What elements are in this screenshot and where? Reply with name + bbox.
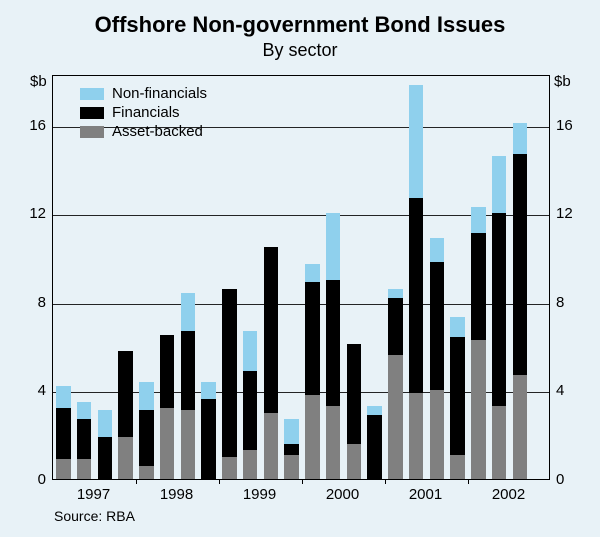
x-tick	[219, 479, 220, 484]
bar-segment-asset-backed	[430, 390, 445, 479]
bar-segment-financials	[326, 280, 341, 406]
legend-swatch	[80, 107, 104, 119]
x-year-label: 2002	[484, 486, 534, 503]
y-tick-label-right: 12	[556, 205, 573, 222]
bar-segment-financials	[430, 262, 445, 390]
bar-segment-asset-backed	[450, 455, 465, 479]
bar-segment-asset-backed	[160, 408, 175, 479]
bar-segment-non-financials	[367, 406, 382, 415]
bar-segment-non-financials	[139, 382, 154, 411]
bar-segment-financials	[450, 337, 465, 454]
bar-segment-financials	[222, 289, 237, 457]
bar-segment-financials	[367, 415, 382, 479]
bar-segment-financials	[56, 408, 71, 459]
y-axis-title-left: $b	[30, 73, 47, 90]
bar-segment-asset-backed	[513, 375, 528, 479]
y-tick-label-right: 4	[556, 382, 564, 399]
bar-segment-financials	[160, 335, 175, 408]
bar-segment-non-financials	[181, 293, 196, 331]
y-tick-label-left: 16	[29, 117, 46, 134]
chart-title: Offshore Non-government Bond Issues	[0, 0, 600, 38]
bar-segment-financials	[139, 410, 154, 465]
y-tick-label-left: 4	[38, 382, 46, 399]
bar-segment-financials	[181, 331, 196, 411]
bar-segment-financials	[305, 282, 320, 395]
y-tick-label-right: 0	[556, 471, 564, 488]
x-tick	[385, 479, 386, 484]
bar-segment-financials	[388, 298, 403, 356]
y-tick-label-left: 12	[29, 205, 46, 222]
y-tick-label-right: 16	[556, 117, 573, 134]
bar-segment-asset-backed	[56, 459, 71, 479]
x-tick	[136, 479, 137, 484]
bar-segment-non-financials	[77, 402, 92, 420]
bar-segment-non-financials	[326, 213, 341, 279]
bar-segment-asset-backed	[77, 459, 92, 479]
bar-segment-non-financials	[450, 317, 465, 337]
bar-segment-non-financials	[243, 331, 258, 371]
bar-segment-non-financials	[409, 85, 424, 198]
y-tick-label-left: 0	[38, 471, 46, 488]
x-tick	[302, 479, 303, 484]
bar-segment-non-financials	[284, 419, 299, 443]
x-year-label: 2001	[401, 486, 451, 503]
chart-subtitle: By sector	[0, 40, 600, 61]
bar-segment-financials	[77, 419, 92, 459]
bar-segment-non-financials	[201, 382, 216, 400]
y-tick-label-right: 8	[556, 294, 564, 311]
bar-segment-financials	[98, 437, 113, 479]
bar-segment-financials	[284, 444, 299, 455]
bar-segment-non-financials	[388, 289, 403, 298]
x-year-label: 1998	[152, 486, 202, 503]
bar-segment-asset-backed	[243, 450, 258, 479]
bar-segment-asset-backed	[181, 410, 196, 479]
bar-segment-non-financials	[98, 410, 113, 437]
bar-segment-asset-backed	[492, 406, 507, 479]
bar-segment-asset-backed	[284, 455, 299, 479]
x-year-label: 1999	[235, 486, 285, 503]
legend-item: Non-financials	[80, 85, 207, 102]
legend-item: Financials	[80, 104, 207, 121]
bar-segment-financials	[347, 344, 362, 444]
legend-swatch	[80, 88, 104, 100]
bar-segment-financials	[409, 198, 424, 393]
bar-segment-financials	[264, 247, 279, 413]
bar-segment-asset-backed	[471, 340, 486, 479]
bar-segment-asset-backed	[388, 355, 403, 479]
bar-segment-financials	[492, 213, 507, 406]
bar-segment-asset-backed	[326, 406, 341, 479]
bar-segment-asset-backed	[409, 393, 424, 479]
bar-segment-asset-backed	[139, 466, 154, 479]
y-axis-title-right: $b	[554, 73, 571, 90]
bar-segment-asset-backed	[264, 413, 279, 479]
legend-item: Asset-backed	[80, 123, 207, 140]
legend-label: Non-financials	[112, 85, 207, 102]
legend-swatch	[80, 126, 104, 138]
legend: Non-financials Financials Asset-backed	[80, 85, 207, 142]
bar-segment-non-financials	[492, 156, 507, 214]
legend-label: Asset-backed	[112, 123, 203, 140]
bar-segment-asset-backed	[222, 457, 237, 479]
bar-segment-non-financials	[471, 207, 486, 234]
y-tick-label-left: 8	[38, 294, 46, 311]
bar-segment-asset-backed	[305, 395, 320, 479]
x-year-label: 1997	[69, 486, 119, 503]
bar-segment-non-financials	[513, 123, 528, 154]
x-tick	[468, 479, 469, 484]
x-year-label: 2000	[318, 486, 368, 503]
bar-segment-financials	[243, 371, 258, 451]
bar-segment-non-financials	[305, 264, 320, 282]
legend-label: Financials	[112, 104, 180, 121]
bar-segment-non-financials	[56, 386, 71, 408]
bar-segment-asset-backed	[347, 444, 362, 479]
bar-segment-non-financials	[430, 238, 445, 262]
bar-segment-financials	[201, 399, 216, 479]
bar-segment-financials	[118, 351, 133, 437]
chart-container: Offshore Non-government Bond Issues By s…	[0, 0, 600, 537]
bar-segment-financials	[513, 154, 528, 375]
bar-segment-asset-backed	[118, 437, 133, 479]
source-text: Source: RBA	[54, 508, 135, 524]
bar-segment-financials	[471, 233, 486, 339]
